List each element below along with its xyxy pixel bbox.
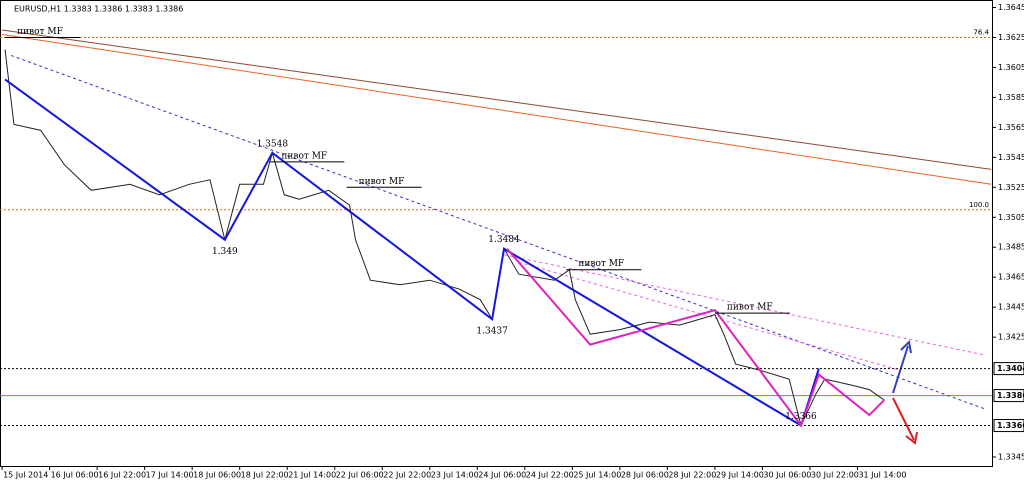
y-tick-label: 1.3465: [998, 273, 1024, 282]
x-tick-label: 28 Jul 22:00: [668, 471, 716, 480]
x-tick-label: 24 Jul 22:00: [526, 471, 574, 480]
y-tick-label: 1.3445: [998, 303, 1024, 312]
trend-line: [503, 254, 986, 356]
x-tick-label: 18 Jul 22:00: [241, 471, 289, 480]
swing-label: 1.3548: [257, 139, 289, 149]
x-tick-label: 21 Jul 14:00: [288, 471, 336, 480]
trend-line: [10, 54, 986, 410]
pivot-label: пивот MF: [578, 259, 624, 269]
y-tick-label: 1.3645: [998, 3, 1024, 12]
x-tick-label: 30 Jul 06:00: [763, 471, 811, 480]
price-box: [993, 362, 1024, 376]
trend-line: [2, 33, 992, 185]
x-tick-label: 15 Jul 2014: [3, 471, 48, 480]
y-tick-label: 1.3485: [998, 243, 1024, 252]
price-box: [993, 389, 1024, 403]
x-tick-label: 25 Jul 14:00: [573, 471, 621, 480]
y-tick-label: 1.3585: [998, 93, 1024, 102]
price-level-label: 1.3386: [997, 391, 1024, 400]
y-tick-label: 1.3625: [998, 33, 1024, 42]
fib-label: 100.0: [969, 201, 989, 209]
x-tick-label: 16 Jul 22:00: [98, 471, 146, 480]
y-tick-label: 1.3425: [998, 333, 1024, 342]
x-tick-label: 24 Jul 06:00: [478, 471, 526, 480]
x-tick-label: 31 Jul 14:00: [858, 471, 906, 480]
fib-label: 76.4: [973, 28, 989, 36]
y-tick-label: 1.3525: [998, 183, 1024, 192]
swing-label: 1.3437: [476, 327, 508, 337]
swing-label: 1.349: [212, 247, 238, 257]
price-line: [4, 49, 885, 428]
plot-frame: [0, 0, 993, 467]
y-tick-label: 1.3545: [998, 153, 1024, 162]
down-arrow-head: [905, 431, 918, 445]
x-tick-label: 30 Jul 22:00: [811, 471, 859, 480]
y-tick-label: 1.3345: [998, 453, 1024, 462]
x-tick-label: 17 Jul 14:00: [146, 471, 194, 480]
pivot-label: пивот MF: [359, 177, 405, 187]
up-arrow-head: [900, 339, 912, 354]
x-tick-label: 22 Jul 22:00: [383, 471, 431, 480]
y-tick-label: 1.3605: [998, 63, 1024, 72]
x-tick-label: 22 Jul 06:00: [336, 471, 384, 480]
down-arrow: [892, 397, 915, 441]
x-tick-label: 18 Jul 06:00: [193, 471, 241, 480]
price-level-label: 1.3366: [997, 421, 1024, 430]
y-tick-label: 1.3505: [998, 213, 1024, 222]
pivot-label: пивот MF: [727, 303, 773, 313]
swing-label: 1.3366: [785, 412, 817, 422]
x-tick-label: 29 Jul 14:00: [716, 471, 764, 480]
price-level-label: 1.3404: [997, 364, 1024, 373]
chart-title: EURUSD,H1 1.3383 1.3386 1.3383 1.3386: [14, 5, 183, 14]
x-tick-label: 23 Jul 14:00: [431, 471, 479, 480]
zigzag: [506, 248, 885, 428]
pivot-label: пивот MF: [17, 27, 63, 37]
trend-line: [2, 29, 992, 170]
price-box: [993, 419, 1024, 433]
swing-label: 1.3484: [488, 235, 520, 245]
y-tick-label: 1.3565: [998, 123, 1024, 132]
x-tick-label: 28 Jul 06:00: [621, 471, 669, 480]
arrows: [892, 339, 918, 445]
x-tick-label: 16 Jul 06:00: [51, 471, 99, 480]
up-arrow: [892, 345, 909, 394]
pivot-label: пивот MF: [281, 151, 327, 161]
